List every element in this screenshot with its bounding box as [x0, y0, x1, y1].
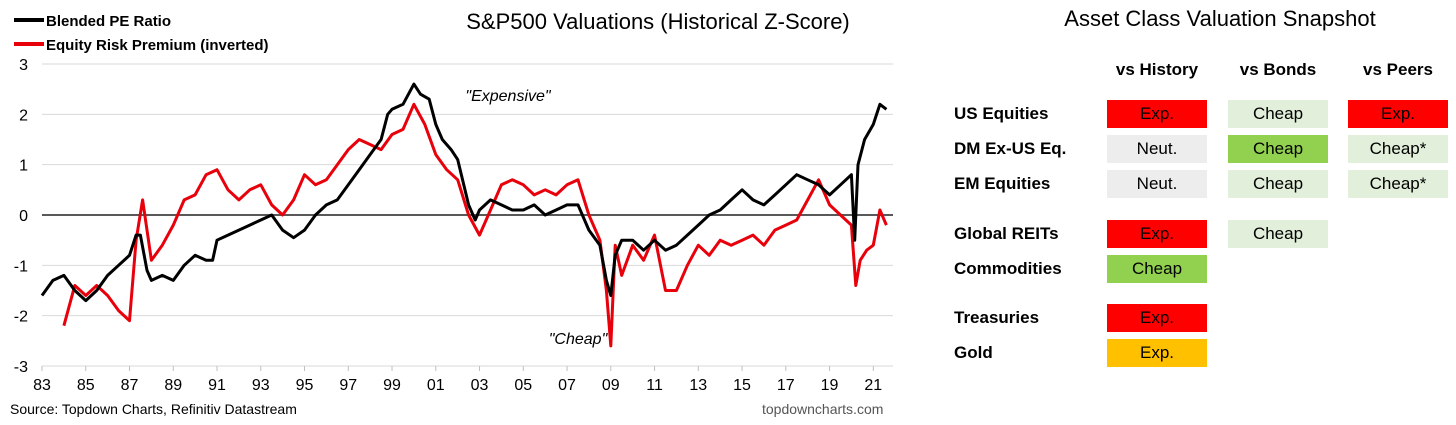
y-tick-label: -2 [14, 309, 28, 326]
row-label: US Equities [954, 104, 1049, 123]
x-tick-label: 83 [33, 377, 51, 394]
x-tick-label: 19 [821, 377, 839, 394]
y-tick-label: 1 [19, 158, 28, 175]
row-label: Gold [954, 343, 993, 362]
chart-title: S&P500 Valuations (Historical Z-Score) [466, 9, 850, 34]
valuation-cell: Exp. [1107, 220, 1207, 248]
y-tick-label: 2 [19, 107, 28, 124]
y-tick-label: 0 [19, 208, 28, 225]
valuation-cell: Exp. [1107, 339, 1207, 367]
valuation-cell: Cheap* [1348, 170, 1448, 198]
x-tick-label: 11 [646, 377, 663, 394]
valuation-cell: Cheap* [1348, 135, 1448, 163]
x-tick-label: 15 [733, 377, 751, 394]
valuation-cell: Neut. [1107, 170, 1207, 198]
series-line-equity-risk-premium-inverted- [62, 102, 888, 348]
x-tick-label: 95 [296, 377, 314, 394]
y-tick-label: -1 [14, 258, 28, 275]
x-tick-label: 03 [471, 377, 489, 394]
annotation-cheap: "Cheap" [549, 331, 609, 348]
x-tick-label: 21 [864, 377, 882, 394]
x-tick-label: 89 [164, 377, 182, 394]
x-tick-label: 93 [252, 377, 270, 394]
valuation-cell: Neut. [1107, 135, 1207, 163]
row-label: DM Ex-US Eq. [954, 139, 1067, 158]
series-line-blended-pe-ratio [40, 82, 888, 303]
x-tick-label: 01 [427, 377, 445, 394]
x-tick-label: 85 [77, 377, 95, 394]
legend-label-erp: Equity Risk Premium (inverted) [46, 37, 269, 54]
x-tick-label: 05 [514, 377, 532, 394]
x-tick-label: 91 [208, 377, 226, 394]
source-note: Source: Topdown Charts, Refinitiv Datast… [10, 401, 297, 417]
column-header: vs History [1115, 60, 1199, 79]
x-tick-label: 09 [602, 377, 620, 394]
y-tick-label: -3 [14, 359, 28, 376]
legend-label-pe: Blended PE Ratio [46, 13, 171, 30]
valuation-cell: Exp. [1107, 100, 1207, 128]
valuation-cell: Exp. [1348, 100, 1448, 128]
valuation-cell: Cheap [1228, 220, 1328, 248]
row-label: Global REITs [954, 224, 1059, 243]
x-tick-label: 97 [339, 377, 357, 394]
valuation-cell: Exp. [1107, 304, 1207, 332]
column-header: vs Bonds [1239, 60, 1317, 79]
y-tick-label: 3 [19, 57, 28, 74]
valuation-cell: Cheap [1228, 170, 1328, 198]
legend: Blended PE Ratio Equity Risk Premium (in… [14, 13, 269, 54]
valuation-cell: Cheap [1107, 255, 1207, 283]
x-tick-label: 07 [558, 377, 576, 394]
x-tick-label: 13 [689, 377, 707, 394]
valuation-cell: Cheap [1228, 135, 1328, 163]
snapshot-title: Asset Class Valuation Snapshot [1064, 6, 1376, 31]
column-header: vs Peers [1363, 60, 1433, 79]
series-layer [40, 82, 888, 348]
x-tick-label: 99 [383, 377, 401, 394]
x-tick-label: 87 [121, 377, 139, 394]
valuation-cell: Cheap [1228, 100, 1328, 128]
row-label: EM Equities [954, 174, 1051, 193]
annotation-expensive: "Expensive" [465, 88, 552, 105]
x-tick-label: 17 [777, 377, 795, 394]
row-label: Treasuries [954, 308, 1040, 327]
row-label: Commodities [954, 259, 1062, 278]
site-credit: topdowncharts.com [762, 401, 884, 417]
